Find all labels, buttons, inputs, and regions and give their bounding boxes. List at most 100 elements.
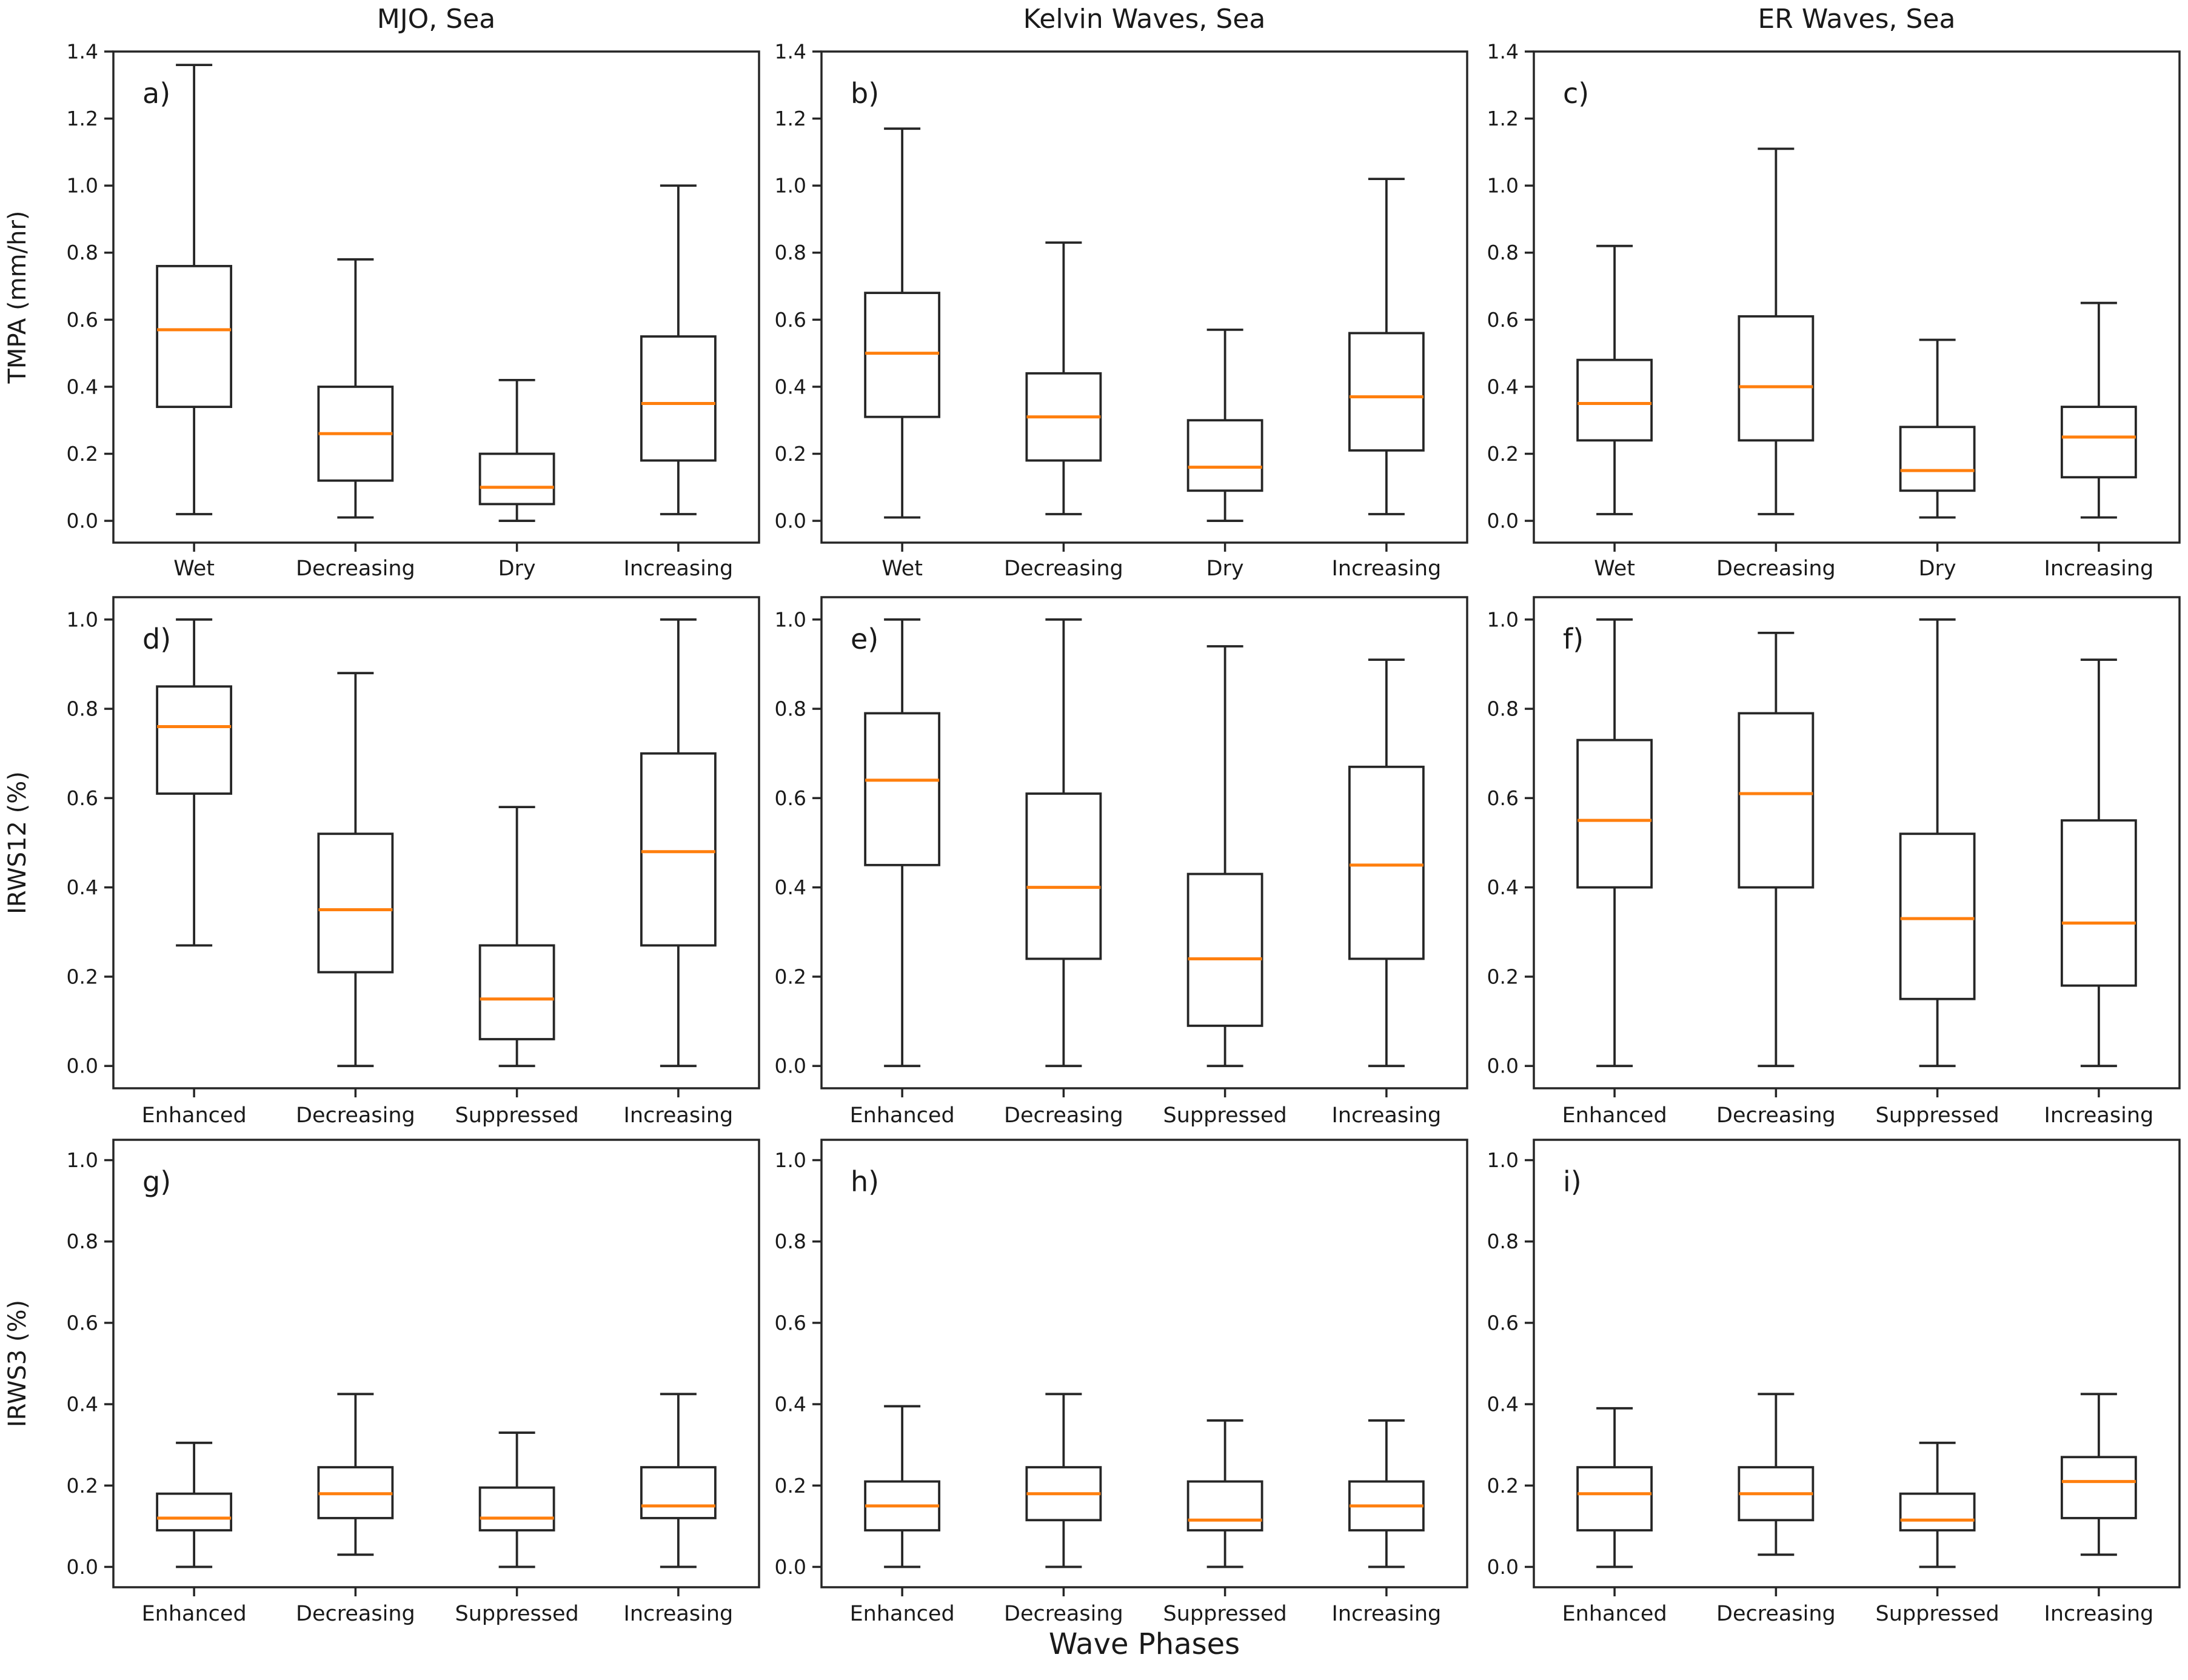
y-tick-label: 1.0 [1487,174,1519,198]
y-tick-label: 0.0 [1487,509,1519,533]
iqr-box [2060,1456,2137,1519]
y-tick-label: 0.2 [775,442,806,466]
y-tick-label: 0.8 [67,241,98,264]
x-category-label: Suppressed [1876,1103,1999,1128]
iqr-box [1738,315,1815,442]
iqr-box [1348,332,1425,452]
y-tick-label: 1.0 [67,1148,98,1172]
y-tick-label: 1.0 [1487,607,1519,631]
x-category-label: Suppressed [455,1103,579,1128]
y-tick-label: 0.8 [775,241,806,264]
y-tick-label: 0.0 [67,509,98,533]
axes-spines [112,1139,760,1588]
y-axis-label: IRWS3 (%) [4,1300,32,1427]
panel-title: MJO, Sea [377,4,496,35]
y-tick-label: 0.8 [1487,1230,1519,1253]
panel-title: ER Waves, Sea [1758,4,1956,35]
iqr-box [1186,872,1263,1027]
y-tick-label: 0.2 [1487,442,1519,466]
panel-i: 0.0 0.2 0.4 0.6 0.8 1.0 Enhanced Decreasing Supp… [1487,1139,2181,1626]
y-tick-label: 0.2 [1487,965,1519,988]
iqr-box [2060,406,2137,479]
y-tick-label: 0.0 [67,1555,98,1579]
y-tick-label: 0.4 [67,1393,98,1416]
y-tick-label: 0.6 [775,786,806,810]
y-tick-label: 0.8 [67,697,98,721]
iqr-box [1186,1480,1263,1531]
y-tick-label: 0.6 [1487,786,1519,810]
y-tick-label: 0.4 [67,875,98,899]
iqr-box [478,1486,555,1531]
y-tick-label: 1.2 [775,107,806,130]
y-tick-label: 0.8 [67,1230,98,1253]
x-category-label: Suppressed [1163,1602,1287,1626]
y-tick-label: 0.0 [775,1555,806,1579]
y-tick-label: 0.4 [775,1393,806,1416]
x-category-label: Enhanced [1562,1602,1667,1626]
iqr-box [640,335,717,462]
x-category-label: Decreasing [1716,1103,1836,1128]
y-tick-label: 0.0 [775,509,806,533]
x-category-label: Suppressed [1876,1602,1999,1626]
axes-spines [1533,1139,2181,1588]
y-tick-label: 0.4 [1487,375,1519,398]
y-tick-label: 0.6 [67,1311,98,1334]
y-tick-label: 1.0 [775,1148,806,1172]
x-category-label: Increasing [624,1103,734,1128]
x-category-label: Decreasing [1716,557,1836,581]
iqr-box [1576,738,1653,889]
panel-letter: g) [142,1165,171,1198]
y-tick-label: 1.2 [67,107,98,130]
panel-b: Kelvin Waves, Sea 0.0 0.2 0.4 0.6 0.8 1.0 1.2 1.… [775,4,1468,581]
iqr-box [156,264,233,408]
iqr-box [156,1492,233,1531]
y-tick-label: 0.4 [775,375,806,398]
x-category-label: Wet [882,557,923,581]
y-tick-label: 1.0 [775,174,806,198]
y-tick-label: 1.0 [67,607,98,631]
x-category-label: Decreasing [296,1103,415,1128]
panel-c: ER Waves, Sea 0.0 0.2 0.4 0.6 0.8 1.0 1.2 1.4 Wet… [1487,4,2181,581]
x-category-label: Suppressed [1163,1103,1287,1128]
y-tick-label: 0.2 [67,1474,98,1498]
panel-a: MJO, Sea 0.0 0.2 0.4 0.6 0.8 1.0 1.2 1.4 Wet Decre… [4,4,760,581]
x-category-label: Increasing [624,557,734,581]
x-category-label: Decreasing [1716,1602,1836,1626]
iqr-box [864,712,941,866]
iqr-box [1025,792,1102,960]
x-category-label: Decreasing [1004,1602,1123,1626]
y-tick-label: 0.4 [1487,1393,1519,1416]
iqr-box [864,292,941,418]
panel-e: 0.0 0.2 0.4 0.6 0.8 1.0 Enhanced Decreasing Supp… [775,596,1468,1128]
y-tick-label: 0.2 [775,965,806,988]
iqr-box [1899,832,1976,1000]
x-category-label: Increasing [2044,557,2154,581]
y-tick-label: 1.4 [67,40,98,64]
y-tick-label: 1.0 [67,174,98,198]
y-tick-label: 0.6 [1487,1311,1519,1334]
x-category-label: Enhanced [850,1103,955,1128]
iqr-box [1899,426,1976,492]
panel-letter: f) [1563,623,1584,655]
x-category-label: Increasing [1332,1602,1442,1626]
axes-spines [820,1139,1468,1588]
x-category-label: Dry [498,557,536,581]
panel-letter: i) [1563,1165,1582,1198]
x-category-label: Decreasing [296,1602,415,1626]
x-category-label: Enhanced [142,1602,247,1626]
iqr-box [1899,1492,1976,1531]
x-category-label: Decreasing [1004,557,1123,581]
iqr-box [478,452,555,506]
iqr-box [317,832,394,974]
iqr-box [1576,358,1653,442]
y-tick-label: 0.0 [67,1054,98,1078]
iqr-box [2060,819,2137,987]
axes-spines [1533,596,2181,1089]
iqr-box [478,944,555,1040]
iqr-box [1348,765,1425,960]
iqr-box [640,1466,717,1519]
axes-spines [112,596,760,1089]
y-axis-label: TMPA (mm/hr) [4,211,32,384]
